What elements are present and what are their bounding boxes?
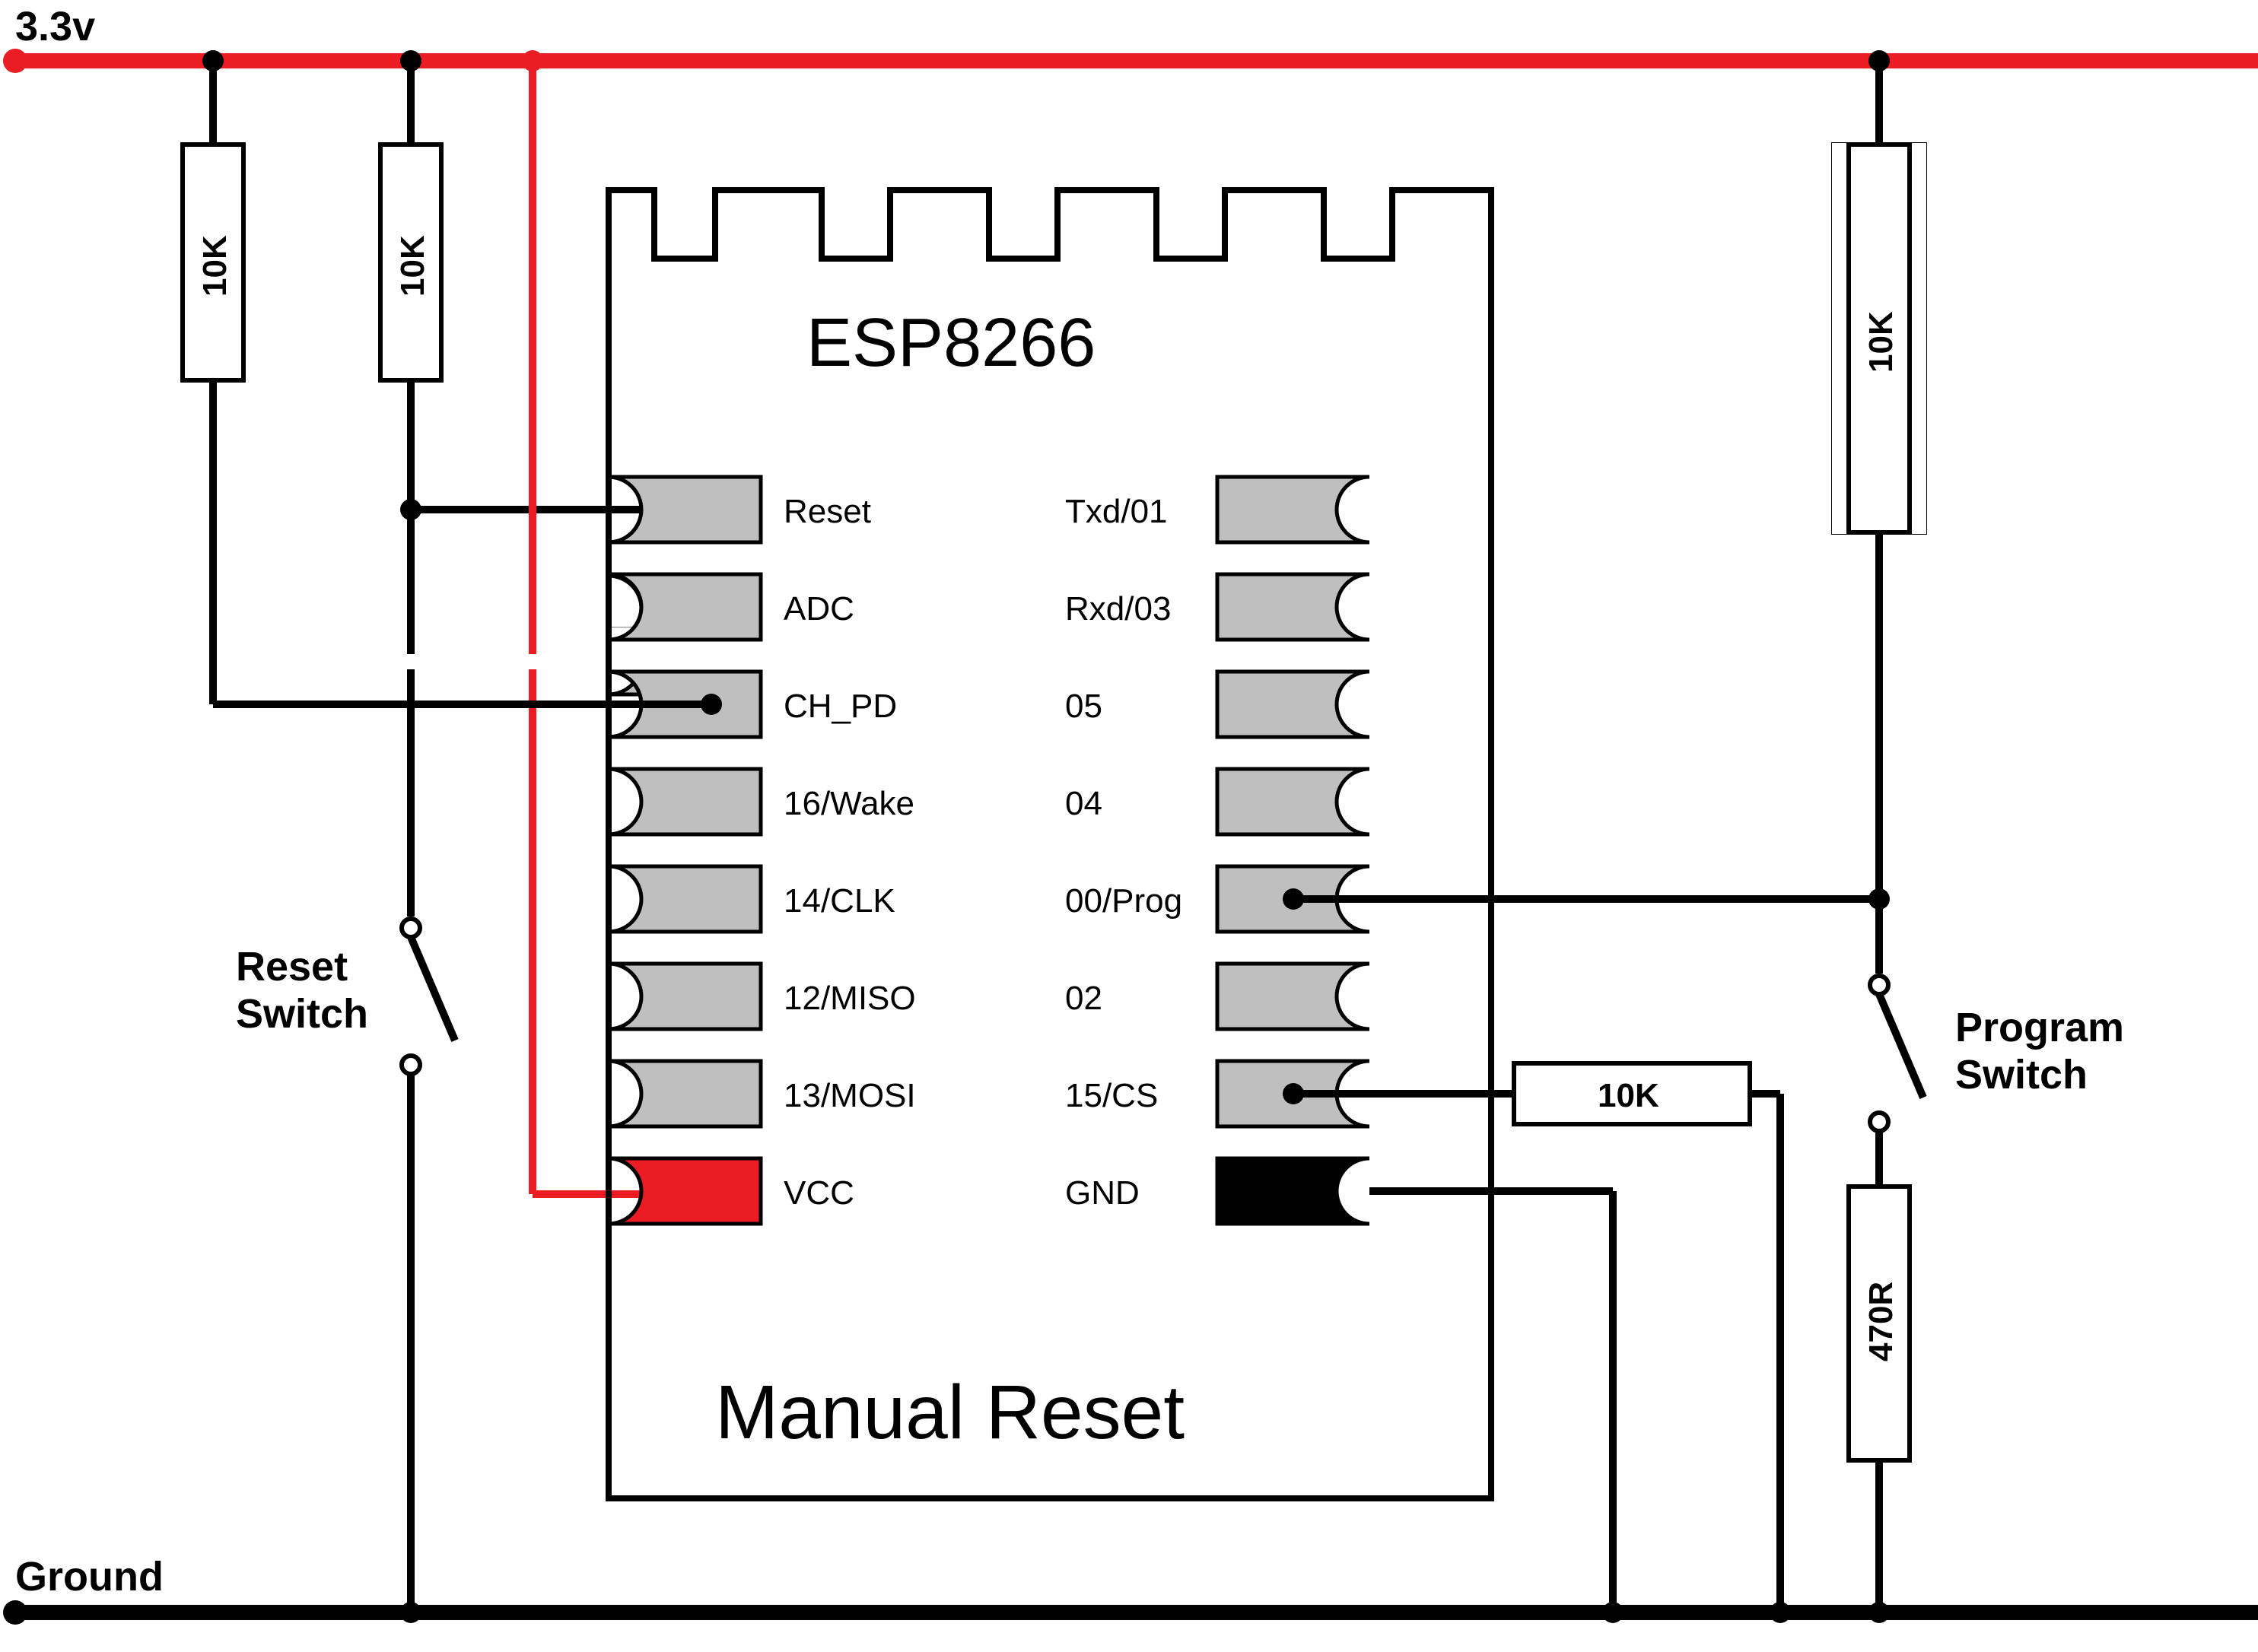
reset-switch-label: Reset Switch <box>236 943 368 1037</box>
pin-label-reset: Reset <box>784 493 871 531</box>
reset-switch-lever <box>411 937 455 1040</box>
chip-title: ESP8266 <box>806 304 1096 383</box>
pad-wake <box>609 769 761 834</box>
pad-05 <box>1217 672 1369 737</box>
pin-label-02: 02 <box>1065 980 1102 1018</box>
pin-label-04: 04 <box>1065 785 1102 823</box>
node-cs-pin <box>1283 1083 1304 1104</box>
chip-outline <box>609 190 1491 1498</box>
ground-rail-label: Ground <box>15 1553 164 1600</box>
program-switch-label: Program Switch <box>1955 1004 2124 1098</box>
program-switch-top-terminal <box>1870 976 1888 994</box>
pad-rxd <box>1217 574 1369 640</box>
pin-label-prog: 00/Prog <box>1065 882 1182 920</box>
pad-02 <box>1217 964 1369 1029</box>
pin-label-adc: ADC <box>784 590 854 628</box>
resistor-r1-label: 10K <box>196 235 234 297</box>
pin-label-clk: 14/CLK <box>784 882 895 920</box>
reset-switch-bottom-terminal <box>402 1056 420 1074</box>
ground-rail-terminal <box>3 1600 27 1625</box>
pad-txd <box>1217 477 1369 542</box>
power-rail-label: 3.3v <box>15 3 95 50</box>
resistor-r3-label: 10K <box>1862 311 1900 373</box>
pin-label-chpd: CH_PD <box>784 688 897 726</box>
pad-04 <box>1217 769 1369 834</box>
resistor-r5-label: 470R <box>1862 1282 1900 1361</box>
program-switch-bottom-terminal <box>1870 1113 1888 1131</box>
pin-label-05: 05 <box>1065 688 1102 726</box>
resistor-r4-label: 10K <box>1598 1077 1659 1115</box>
pad-mosi <box>609 1061 761 1126</box>
pin-label-txd: Txd/01 <box>1065 493 1168 531</box>
power-rail-terminal <box>3 49 27 73</box>
reset-switch-top-terminal <box>402 919 420 937</box>
pin-label-rxd: Rxd/03 <box>1065 590 1171 628</box>
resistor-r2-label: 10K <box>394 235 432 297</box>
pin-label-miso: 12/MISO <box>784 980 916 1018</box>
pad-miso <box>609 964 761 1029</box>
pad-gnd <box>1217 1158 1369 1224</box>
pin-label-cs: 15/CS <box>1065 1077 1158 1115</box>
pin-label-wake: 16/Wake <box>784 785 914 823</box>
program-switch-lever <box>1879 994 1923 1098</box>
pin-label-mosi: 13/MOSI <box>784 1077 916 1115</box>
pad-clk <box>609 866 761 932</box>
node-prog-pin <box>1283 888 1304 910</box>
chip-bottom-title: Manual Reset <box>715 1369 1185 1457</box>
pin-label-gnd: GND <box>1065 1174 1140 1212</box>
pin-label-vcc: VCC <box>784 1174 854 1212</box>
